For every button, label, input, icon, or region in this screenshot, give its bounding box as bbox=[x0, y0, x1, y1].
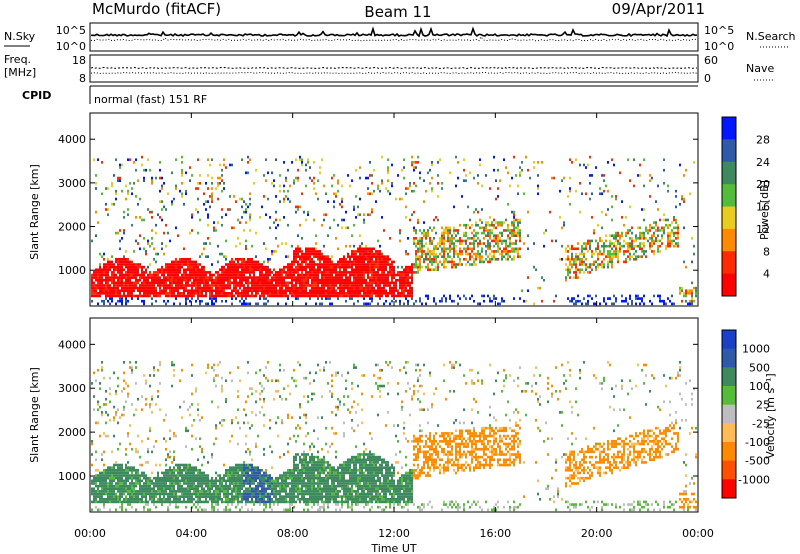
noise-sky-label: N.Sky bbox=[4, 30, 36, 43]
y-tick-label: 3000 bbox=[58, 177, 86, 190]
freq-series bbox=[90, 66, 698, 70]
station-title: McMurdo (fitACF) bbox=[92, 0, 221, 18]
colorbar-tick-label: 20 bbox=[756, 178, 770, 191]
colorbar-cell bbox=[722, 139, 736, 163]
noise-search-label: N.Search bbox=[746, 30, 796, 43]
colorbar-cell bbox=[722, 273, 736, 297]
x-tick-label: 00:00 bbox=[74, 527, 106, 540]
colorbar-cell bbox=[722, 423, 736, 443]
colorbar-cell bbox=[722, 442, 736, 462]
noise-right-tick-top: 10^5 bbox=[704, 24, 734, 37]
power-colorbar-label: Power [dB] bbox=[758, 180, 771, 240]
colorbar-tick-label: 8 bbox=[763, 245, 770, 258]
colorbar-tick-label: 1000 bbox=[742, 343, 770, 356]
velocity-y-ticks: 1000 2000 3000 4000 bbox=[58, 338, 698, 483]
colorbar-tick-label: 16 bbox=[756, 201, 770, 214]
beam-title: Beam 11 bbox=[364, 3, 431, 21]
power-ylabel: Slant Range [km] bbox=[28, 164, 41, 260]
nave-label: Nave bbox=[746, 62, 774, 75]
y-tick-label: 3000 bbox=[58, 382, 86, 395]
colorbar-tick-label: -100 bbox=[745, 436, 770, 449]
y-tick-label: 4000 bbox=[58, 133, 86, 146]
y-tick-label: 2000 bbox=[58, 221, 86, 234]
cpid-text: normal (fast) 151 RF bbox=[94, 93, 207, 106]
y-tick-label: 1000 bbox=[58, 264, 86, 277]
colorbar-cell bbox=[722, 251, 736, 275]
colorbar-cell bbox=[722, 460, 736, 480]
freq-label-1: Freq. bbox=[4, 53, 31, 66]
colorbar-tick-label: -500 bbox=[745, 455, 770, 468]
colorbar-frame bbox=[721, 116, 737, 297]
freq-left-tick-top: 18 bbox=[72, 54, 86, 67]
colorbar-cell bbox=[722, 206, 736, 230]
x-axis-ticks: 00:00 04:00 08:00 12:00 16:00 20:00 00:00 bbox=[74, 113, 714, 540]
power-colorbar: 4 8 12 16 20 24 28 bbox=[721, 116, 770, 297]
colorbar-cell bbox=[722, 117, 736, 140]
colorbar-cell bbox=[722, 228, 736, 252]
noise-sky-series bbox=[91, 26, 698, 38]
freq-right-tick-bottom: 0 bbox=[704, 72, 711, 85]
nave-series bbox=[90, 71, 698, 75]
x-tick-label: 12:00 bbox=[378, 527, 410, 540]
colorbar-frame bbox=[721, 329, 737, 499]
colorbar-cell bbox=[722, 348, 736, 368]
colorbar-tick-label: -25 bbox=[752, 417, 770, 430]
colorbar-cell bbox=[722, 479, 736, 499]
power-heatmap bbox=[91, 155, 697, 306]
freq-right-tick-top: 60 bbox=[704, 54, 718, 67]
noise-left-tick-bottom: 10^0 bbox=[56, 40, 86, 53]
colorbar-cell bbox=[722, 330, 736, 350]
y-tick-label: 1000 bbox=[58, 470, 86, 483]
freq-left-tick-bottom: 8 bbox=[79, 72, 86, 85]
noise-search-series bbox=[90, 35, 698, 42]
velocity-colorbar-label: Velocity [m s⁻¹] bbox=[764, 373, 777, 458]
colorbar-tick-label: -1000 bbox=[738, 473, 770, 486]
colorbar-tick-label: 28 bbox=[756, 133, 770, 146]
colorbar-cell bbox=[722, 367, 736, 387]
freq-panel-frame bbox=[89, 54, 699, 83]
colorbar-tick-label: 500 bbox=[749, 361, 770, 374]
velocity-heatmap bbox=[91, 361, 697, 512]
power-y-ticks: 1000 2000 3000 4000 bbox=[58, 133, 698, 277]
noise-panel-frame bbox=[89, 22, 699, 52]
x-tick-label: 16:00 bbox=[479, 527, 511, 540]
colorbar-cell bbox=[722, 404, 736, 424]
x-tick-label: 20:00 bbox=[581, 527, 613, 540]
velocity-ylabel: Slant Range [km] bbox=[28, 367, 41, 463]
colorbar-tick-label: 4 bbox=[763, 268, 770, 281]
x-tick-label: 04:00 bbox=[175, 527, 207, 540]
colorbar-tick-label: 25 bbox=[756, 399, 770, 412]
colorbar-cell bbox=[722, 386, 736, 406]
colorbar-tick-label: 100 bbox=[749, 380, 770, 393]
freq-label-2: [MHz] bbox=[4, 66, 36, 79]
colorbar-cell bbox=[722, 161, 736, 185]
noise-left-tick-top: 10^5 bbox=[56, 24, 86, 37]
y-tick-label: 4000 bbox=[58, 338, 86, 351]
y-tick-label: 2000 bbox=[58, 426, 86, 439]
date-title: 09/Apr/2011 bbox=[612, 0, 705, 18]
x-tick-label: 08:00 bbox=[277, 527, 309, 540]
cpid-label: CPID bbox=[22, 89, 51, 102]
colorbar-tick-label: 12 bbox=[756, 223, 770, 236]
colorbar-cell bbox=[722, 184, 736, 207]
velocity-colorbar: 1000 500 100 25 -25 -100 -500 -1000 bbox=[721, 329, 770, 499]
x-tick-label: 00:00 bbox=[682, 527, 714, 540]
colorbar-tick-label: 24 bbox=[756, 156, 770, 169]
noise-right-tick-bottom: 10^0 bbox=[704, 40, 734, 53]
x-axis-label: Time UT bbox=[370, 542, 416, 554]
